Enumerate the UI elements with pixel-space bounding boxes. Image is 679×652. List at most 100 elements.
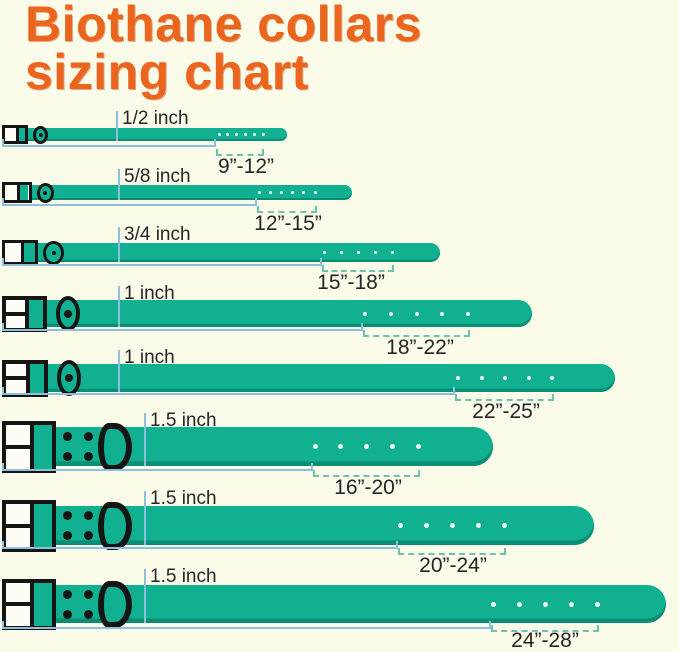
measure-bracket-dashed [216, 149, 264, 156]
rivet-dot [62, 511, 72, 520]
measure-line-solid [2, 323, 363, 331]
size-range-label: 24”-28” [511, 629, 579, 652]
strap-hole [226, 133, 230, 136]
width-label: 1.5 inch [150, 488, 217, 509]
buckle-divider-bar [6, 444, 31, 449]
size-range-label: 15”-18” [317, 271, 385, 294]
width-label: 1.5 inch [150, 410, 217, 431]
measure-bracket-dashed [322, 265, 394, 272]
strap-hole [501, 523, 507, 528]
width-label: 1/2 inch [122, 108, 189, 129]
buckle-d-ring [98, 422, 132, 471]
strap-hole [440, 311, 445, 316]
measure-bracket-dashed [363, 330, 470, 337]
strap-hole [397, 523, 403, 528]
buckle-pin-dot [38, 132, 43, 137]
rivet-dot [62, 589, 72, 599]
buckle-pin-dot [64, 309, 72, 318]
strap-hole [475, 523, 481, 528]
width-label: 1.5 inch [150, 566, 217, 587]
size-range-label: 9”-12” [217, 155, 275, 178]
buckle-tongue-cell [15, 128, 26, 141]
strap-hole [503, 376, 507, 380]
buckle-divider-bar [6, 311, 26, 316]
rivet-dot [62, 452, 72, 461]
buckle-tongue-cell [25, 363, 44, 393]
width-label: 5/8 inch [124, 166, 191, 187]
rivet-dot [83, 511, 93, 520]
width-tick [144, 569, 146, 623]
chart-title-line1: Biothane collars [25, 0, 422, 52]
strap-hole [373, 251, 377, 254]
size-range-label: 18”-22” [386, 336, 454, 359]
strap-hole [339, 251, 343, 254]
strap-hole [456, 376, 460, 380]
width-tick [116, 111, 118, 141]
width-tick [118, 227, 120, 262]
strap-hole [313, 191, 317, 194]
strap-hole [243, 133, 247, 136]
buckle-tongue-cell [30, 582, 52, 626]
measure-line-solid [2, 258, 322, 266]
strap-hole [363, 311, 367, 316]
size-range-label: 20”-24” [419, 554, 487, 577]
width-tick [118, 169, 120, 200]
strap-hole [364, 444, 369, 449]
width-label: 1 inch [124, 283, 175, 304]
chart-title-line2: sizing chart [25, 44, 309, 100]
buckle-tongue-cell [30, 424, 52, 469]
rivet-dot [83, 609, 93, 619]
rivet-dot [83, 452, 93, 461]
strap-hole [414, 311, 419, 316]
width-tick [144, 413, 146, 466]
measure-bracket-dashed [398, 548, 506, 555]
measure-bracket-dashed [455, 394, 554, 401]
measure-line-solid [2, 387, 455, 395]
size-range-label: 22”-25” [472, 400, 540, 423]
buckle-tongue-cell [25, 299, 43, 328]
strap-hole [312, 444, 318, 449]
measure-line-solid [2, 198, 257, 206]
strap-hole [217, 133, 221, 136]
rivet-dot [83, 531, 93, 540]
buckle-divider-bar [6, 602, 31, 606]
strap-hole [490, 601, 496, 607]
strap-hole [338, 444, 344, 449]
chart-title: Biothane collars sizing chart [25, 0, 422, 100]
strap-hole [268, 191, 272, 194]
strap-hole [356, 251, 360, 254]
buckle-tongue-cell [30, 503, 52, 548]
collar-strap [2, 128, 287, 141]
strap-hole [388, 311, 393, 316]
width-tick [118, 286, 120, 327]
rivet-dot [83, 589, 93, 599]
collar-strap [2, 185, 352, 200]
strap-hole [479, 376, 484, 380]
collar-strap [2, 243, 440, 262]
strap-hole [415, 444, 421, 449]
buckle-pin-dot [51, 250, 56, 255]
strap-hole [568, 601, 574, 607]
collar-strap [2, 364, 615, 392]
strap-hole [423, 523, 429, 528]
strap-hole [449, 523, 455, 528]
strap-hole [252, 133, 256, 136]
rivet-dot [62, 432, 72, 441]
buckle-pin-dot [43, 190, 47, 195]
buckle-d-ring [98, 501, 132, 550]
strap-hole [279, 191, 283, 194]
strap-hole [302, 191, 306, 194]
rivet-dot [83, 432, 93, 441]
buckle-tongue-cell [20, 243, 36, 262]
strap-hole [526, 376, 531, 380]
strap-hole [594, 601, 600, 607]
strap-hole [542, 601, 548, 607]
strap-hole [516, 601, 522, 607]
width-tick [144, 491, 146, 545]
rivet-dot [62, 609, 72, 619]
measure-bracket-dashed [313, 470, 420, 477]
buckle-divider-bar [6, 376, 26, 380]
width-label: 3/4 inch [124, 224, 191, 245]
strap-hole [261, 133, 265, 136]
